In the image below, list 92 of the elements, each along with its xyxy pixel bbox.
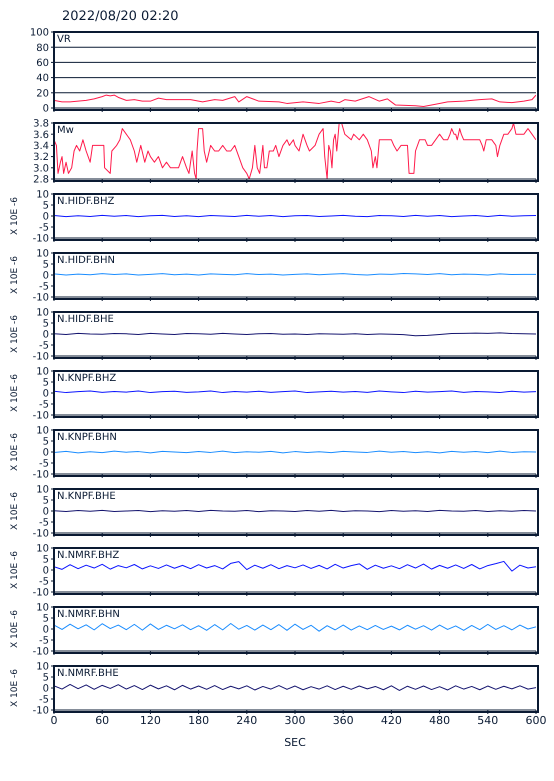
x-tick-label: 600	[526, 714, 546, 727]
y-tick-label: -5	[39, 636, 49, 647]
y-tick-label: -10	[32, 588, 49, 599]
y-tick-label: 100	[30, 28, 49, 39]
series-label: N.KNPF.BHZ	[57, 373, 116, 384]
y-tick-label: -10	[32, 352, 49, 363]
series-label: N.NMRF.BHE	[57, 668, 119, 679]
y-tick-label: -10	[32, 646, 49, 658]
y-tick-label: 0	[42, 506, 49, 518]
y-tick-label: -10	[32, 234, 49, 245]
y-tick-label: -5	[39, 400, 49, 411]
y-tick-label: -5	[39, 458, 49, 470]
y-tick-label: -10	[32, 528, 49, 540]
series-label: N.NMRF.BHN	[57, 609, 120, 620]
y-tick-label: -5	[39, 222, 49, 234]
y-tick-label: 3.4	[33, 140, 49, 152]
y-tick-label: 0	[42, 566, 49, 577]
y-tick-label: 5	[42, 436, 49, 448]
x-tick-label: 300	[284, 714, 306, 727]
y-tick-label: 0	[42, 212, 49, 223]
series-label: N.HIDF.BHN	[57, 255, 116, 266]
y-tick-label: 5	[42, 378, 49, 389]
y-tick-label: 20	[36, 88, 49, 100]
series-label: N.KNPF.BHE	[57, 491, 116, 502]
line-series	[54, 94, 536, 107]
x-tick-label: 360	[332, 714, 354, 727]
x-tick-label: 240	[236, 714, 258, 727]
line-series	[54, 623, 536, 632]
y-tick-label: -10	[32, 410, 49, 422]
y-tick-label: -5	[39, 340, 49, 352]
y-tick-label: 0	[42, 330, 49, 341]
x-tick-label: 180	[188, 714, 210, 727]
y-tick-label: 0	[42, 270, 49, 282]
y-axis-title: X 10E -6	[10, 668, 20, 707]
y-tick-label: 10	[36, 366, 49, 378]
x-tick-label: 420	[380, 714, 402, 727]
y-tick-label: 10	[36, 248, 49, 260]
x-tick-label: 540	[477, 714, 498, 727]
series-label: Mw	[57, 125, 74, 136]
y-tick-label: 40	[36, 73, 49, 84]
y-tick-label: 5	[42, 554, 49, 566]
y-axis-title: X 10E -6	[10, 374, 20, 412]
y-tick-label: -5	[39, 694, 49, 706]
y-tick-label: -10	[32, 292, 49, 304]
y-tick-label: 10	[36, 662, 49, 673]
x-tick-label: 480	[429, 714, 450, 727]
y-tick-label: 5	[42, 260, 49, 271]
series-label: N.HIDF.BHE	[57, 314, 114, 325]
y-tick-label: 5	[42, 200, 49, 212]
series-label: N.NMRF.BHZ	[57, 550, 120, 561]
y-tick-label: 10	[36, 190, 49, 201]
series-label: N.KNPF.BHN	[57, 432, 117, 443]
y-tick-label: 5	[42, 672, 49, 684]
y-tick-label: -10	[32, 706, 49, 717]
x-tick-label: 60	[95, 714, 110, 727]
y-tick-label: 10	[36, 426, 49, 437]
chart-title: 2022/08/20 02:20	[62, 8, 180, 26]
x-tick-label: 120	[140, 714, 161, 727]
y-tick-label: 0	[42, 388, 49, 400]
y-axis-title: X 10E -6	[10, 550, 20, 589]
line-series	[54, 560, 536, 572]
y-axis-title: X 10E -6	[10, 492, 20, 530]
y-tick-label: -10	[32, 470, 49, 481]
x-axis-title: SEC	[284, 736, 306, 749]
y-tick-label: 5	[42, 614, 49, 625]
y-axis-title: X 10E -6	[10, 256, 20, 294]
y-axis-title: X 10E -6	[10, 196, 20, 235]
y-tick-label: 10	[36, 544, 49, 555]
y-tick-label: 10	[36, 484, 49, 496]
y-tick-label: 0	[42, 684, 49, 695]
y-tick-label: 5	[42, 318, 49, 330]
y-axis-title: X 10E -6	[10, 432, 20, 471]
y-tick-label: 60	[36, 58, 49, 69]
y-tick-label: 3.6	[33, 130, 49, 141]
y-axis-title: X 10E -6	[10, 314, 20, 353]
y-tick-label: -5	[39, 518, 49, 529]
y-tick-label: -5	[39, 576, 49, 588]
y-tick-label: 0	[42, 448, 49, 459]
y-tick-label: 0	[42, 104, 49, 115]
y-tick-label: 10	[36, 602, 49, 614]
y-tick-label: 10	[36, 308, 49, 319]
y-tick-label: 3.8	[33, 118, 49, 130]
y-tick-label: 3.0	[33, 163, 49, 174]
y-tick-label: 5	[42, 496, 49, 507]
y-tick-label: -5	[39, 282, 49, 293]
series-label: N.HIDF.BHZ	[57, 196, 114, 207]
y-tick-label: 0	[42, 624, 49, 636]
y-tick-label: 3.2	[33, 152, 49, 164]
y-tick-label: 2.8	[33, 174, 49, 186]
y-tick-label: 80	[36, 42, 49, 54]
text: VR	[57, 34, 71, 45]
y-axis-title: X 10E -6	[10, 610, 20, 648]
